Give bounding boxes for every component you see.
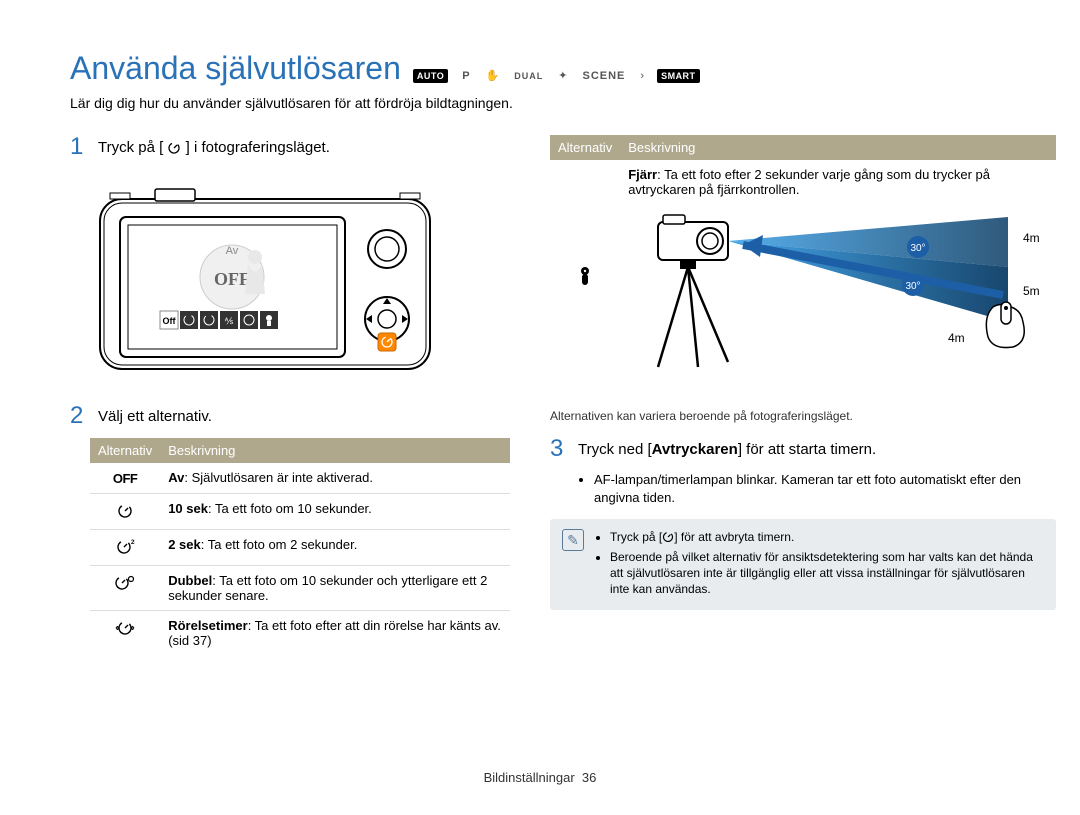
- step-3-bullets: AF-lampan/timerlampan blinkar. Kameran t…: [594, 471, 1056, 507]
- mode-p: P: [462, 70, 470, 82]
- distance-4m-bottom: 4m: [948, 331, 965, 345]
- step3-suffix: ] för att starta timern.: [738, 441, 876, 458]
- mode-dual: DUAL: [514, 71, 543, 81]
- table-row: 10 sek: Ta ett foto om 10 sekunder.: [90, 494, 510, 530]
- camera-illustration: Av OFF Off ⅍: [90, 179, 440, 379]
- table-row: Fjärr: Ta ett foto efter 2 sekunder varj…: [550, 160, 1056, 397]
- list-item: Tryck på [ ] för att avbryta timern.: [610, 529, 1044, 545]
- page-title: Använda självutlösaren: [70, 50, 401, 87]
- angle-label-1: 30°: [911, 243, 926, 254]
- step3-bold: Avtryckaren: [652, 441, 738, 458]
- info-b0-post: ] för att avbryta timern.: [674, 530, 794, 544]
- timer-down-icon: [163, 139, 185, 156]
- off-icon: OFF: [113, 471, 138, 486]
- hand-icon: ✋: [486, 69, 500, 82]
- options-th-beskrivning: Beskrivning: [160, 438, 510, 463]
- distance-4m-top: 4m: [1023, 231, 1040, 245]
- list-item: AF-lampan/timerlampan blinkar. Kameran t…: [594, 471, 1056, 507]
- remote-diagram: 30° 30° 4m 5m 4m: [628, 207, 1048, 377]
- page-title-row: Använda självutlösaren AUTO P ✋ DUAL ✦ S…: [70, 50, 1010, 87]
- page-footer: Bildinställningar 36: [0, 770, 1080, 785]
- row3-bold: Dubbel: [168, 573, 212, 588]
- step-2: 2 Välj ett alternativ.: [70, 404, 510, 428]
- timer-motion-icon: [90, 611, 160, 656]
- svg-text:Off: Off: [163, 316, 177, 326]
- step-3-text: Tryck ned [Avtryckaren] för att starta t…: [578, 437, 876, 458]
- row2-text: : Ta ett foto om 2 sekunder.: [201, 537, 358, 552]
- remote-row-bold: Fjärr: [628, 167, 657, 182]
- row4-bold: Rörelsetimer: [168, 618, 247, 633]
- mode-auto-badge: AUTO: [413, 69, 448, 83]
- footer-section: Bildinställningar: [484, 770, 575, 785]
- options-th-alternativ: Alternativ: [90, 438, 160, 463]
- timer-10-icon: [90, 494, 160, 530]
- timer-2-icon: 2S: [90, 530, 160, 566]
- remote-icon: [550, 160, 620, 397]
- note-icon: ✎: [562, 529, 584, 551]
- row0-bold: Av: [168, 470, 184, 485]
- distance-5m: 5m: [1023, 284, 1040, 298]
- step-1-text: Tryck på [ ] i fotograferingsläget.: [98, 135, 330, 156]
- screen-av-label: Av: [226, 245, 239, 257]
- angle-label-2: 30°: [906, 281, 921, 292]
- step-3: 3 Tryck ned [Avtryckaren] för att starta…: [550, 437, 1056, 461]
- left-column: 1 Tryck på [ ] i fotograferingsläget. Av…: [70, 135, 510, 655]
- page-subtitle: Lär dig dig hur du använder självutlösar…: [70, 95, 1010, 111]
- table-row: Rörelsetimer: Ta ett foto efter att din …: [90, 611, 510, 656]
- step-1-prefix: Tryck på [: [98, 139, 163, 156]
- table-row: Dubbel: Ta ett foto om 10 sekunder och y…: [90, 566, 510, 611]
- timer-double-icon: [90, 566, 160, 611]
- row0-text: : Självutlösaren är inte aktiverad.: [184, 470, 373, 485]
- step-1-suffix: ] i fotograferingsläget.: [186, 139, 330, 156]
- row1-bold: 10 sek: [168, 501, 208, 516]
- remote-th-desc: Beskrivning: [620, 135, 1056, 160]
- list-item: Beroende på vilket alternativ för ansikt…: [610, 549, 1044, 598]
- right-column: Alternativ Beskrivning Fjärr: Ta ett fot…: [550, 135, 1056, 655]
- table-row: OFF Av: Självutlösaren är inte aktiverad…: [90, 463, 510, 494]
- remote-table: Alternativ Beskrivning Fjärr: Ta ett fot…: [550, 135, 1056, 397]
- table-row: 2S 2 sek: Ta ett foto om 2 sekunder.: [90, 530, 510, 566]
- footer-page-number: 36: [582, 770, 596, 785]
- screen-off-label: OFF: [214, 269, 250, 289]
- bracket-icon: ›: [640, 70, 644, 82]
- mode-scene: SCENE: [582, 70, 625, 82]
- svg-text:2S: 2S: [131, 540, 135, 546]
- variation-note: Alternativen kan variera beroende på fot…: [550, 409, 1056, 423]
- row1-text: : Ta ett foto om 10 sekunder.: [208, 501, 372, 516]
- row2-bold: 2 sek: [168, 537, 201, 552]
- svg-text:⅍: ⅍: [225, 316, 234, 326]
- info-b0-pre: Tryck på [: [610, 530, 662, 544]
- remote-row-text: : Ta ett foto efter 2 sekunder varje gån…: [628, 167, 990, 197]
- step3-prefix: Tryck ned [: [578, 441, 652, 458]
- remote-th-alt: Alternativ: [550, 135, 620, 160]
- row3-text: : Ta ett foto om 10 sekunder och ytterli…: [168, 573, 487, 603]
- info-box: ✎ Tryck på [ ] för att avbryta timern. Be…: [550, 519, 1056, 610]
- timer-cancel-icon: [662, 530, 674, 544]
- step-2-text: Välj ett alternativ.: [98, 404, 212, 425]
- step-1: 1 Tryck på [ ] i fotograferingsläget.: [70, 135, 510, 159]
- mode-smart-badge: SMART: [657, 69, 700, 83]
- step-2-number: 2: [70, 404, 90, 428]
- step-3-number: 3: [550, 437, 570, 461]
- sparkle-icon: ✦: [558, 69, 567, 82]
- options-table: Alternativ Beskrivning OFF Av: Självutlö…: [90, 438, 510, 655]
- step-1-number: 1: [70, 135, 90, 159]
